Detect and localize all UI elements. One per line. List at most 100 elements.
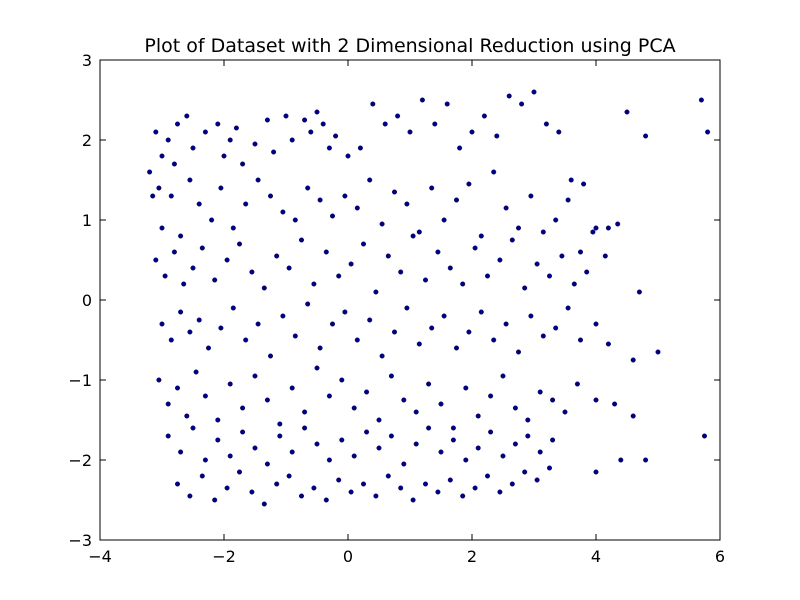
scatter-point <box>255 321 261 327</box>
scatter-point <box>584 269 590 275</box>
y-tick-label: −2 <box>68 451 92 470</box>
scatter-point <box>264 397 270 403</box>
scatter-point <box>385 253 391 259</box>
scatter-point <box>643 133 649 139</box>
scatter-point <box>463 385 469 391</box>
scatter-point <box>463 457 469 463</box>
scatter-point <box>305 185 311 191</box>
scatter-point <box>485 473 491 479</box>
scatter-point <box>150 193 156 199</box>
scatter-point <box>488 429 494 435</box>
scatter-point <box>240 429 246 435</box>
scatter-point <box>702 433 708 439</box>
scatter-point <box>351 453 357 459</box>
scatter-point <box>581 181 587 187</box>
scatter-point <box>457 145 463 151</box>
scatter-point <box>308 129 314 135</box>
scatter-point <box>323 497 329 503</box>
y-tick-label: 0 <box>82 291 92 310</box>
scatter-point <box>302 409 308 415</box>
scatter-point <box>450 425 456 431</box>
scatter-point <box>280 313 286 319</box>
scatter-point <box>578 337 584 343</box>
scatter-point <box>252 373 258 379</box>
scatter-point <box>202 129 208 135</box>
scatter-point <box>156 185 162 191</box>
scatter-point <box>571 281 577 287</box>
x-tick-label: 2 <box>467 547 477 566</box>
scatter-point <box>553 325 559 331</box>
scatter-point <box>630 413 636 419</box>
scatter-point <box>574 381 580 387</box>
scatter-point <box>426 425 432 431</box>
scatter-point <box>243 201 249 207</box>
scatter-point <box>153 257 159 263</box>
scatter-point <box>268 193 274 199</box>
scatter-point <box>547 465 553 471</box>
scatter-point <box>289 449 295 455</box>
scatter-point <box>289 137 295 143</box>
scatter-point <box>481 113 487 119</box>
scatter-point <box>547 273 553 279</box>
scatter-point <box>367 177 373 183</box>
scatter-point <box>174 481 180 487</box>
scatter-point <box>230 305 236 311</box>
scatter-point <box>528 193 534 199</box>
scatter-point <box>187 329 193 335</box>
scatter-point <box>593 321 599 327</box>
scatter-point <box>199 245 205 251</box>
scatter-point <box>491 337 497 343</box>
scatter-point <box>165 433 171 439</box>
scatter-point <box>311 485 317 491</box>
scatter-point <box>156 377 162 383</box>
scatter-point <box>240 405 246 411</box>
scatter-point <box>187 177 193 183</box>
scatter-point <box>438 401 444 407</box>
scatter-point <box>401 461 407 467</box>
scatter-point <box>357 145 363 151</box>
scatter-point <box>466 329 472 335</box>
scatter-point <box>165 401 171 407</box>
scatter-point <box>550 397 556 403</box>
scatter-point <box>202 457 208 463</box>
scatter-point <box>472 245 478 251</box>
scatter-point <box>454 197 460 203</box>
scatter-point <box>311 281 317 287</box>
scatter-point <box>199 473 205 479</box>
scatter-point <box>562 409 568 415</box>
scatter-point <box>540 333 546 339</box>
scatter-point <box>376 445 382 451</box>
scatter-point <box>503 205 509 211</box>
scatter-point <box>450 437 456 443</box>
scatter-point <box>345 153 351 159</box>
scatter-point <box>491 169 497 175</box>
scatter-point <box>184 413 190 419</box>
scatter-point <box>370 101 376 107</box>
scatter-point <box>274 481 280 487</box>
scatter-point <box>698 97 704 103</box>
scatter-point <box>388 373 394 379</box>
scatter-point <box>190 145 196 151</box>
scatter-point <box>537 449 543 455</box>
scatter-point <box>249 489 255 495</box>
scatter-point <box>264 117 270 123</box>
y-tick-label: −3 <box>68 531 92 550</box>
scatter-point <box>205 345 211 351</box>
scatter-point <box>565 197 571 203</box>
x-tick-label: −4 <box>88 547 112 566</box>
scatter-point <box>224 485 230 491</box>
scatter-point <box>447 477 453 483</box>
scatter-point <box>178 309 184 315</box>
scatter-point <box>593 469 599 475</box>
scatter-point <box>168 193 174 199</box>
scatter-point <box>460 281 466 287</box>
scatter-point <box>168 337 174 343</box>
scatter-point <box>512 441 518 447</box>
scatter-point <box>401 397 407 403</box>
scatter-point <box>292 217 298 223</box>
scatter-point <box>643 457 649 463</box>
scatter-point <box>326 457 332 463</box>
scatter-point <box>178 233 184 239</box>
scatter-point <box>243 337 249 343</box>
scatter-point <box>230 225 236 231</box>
